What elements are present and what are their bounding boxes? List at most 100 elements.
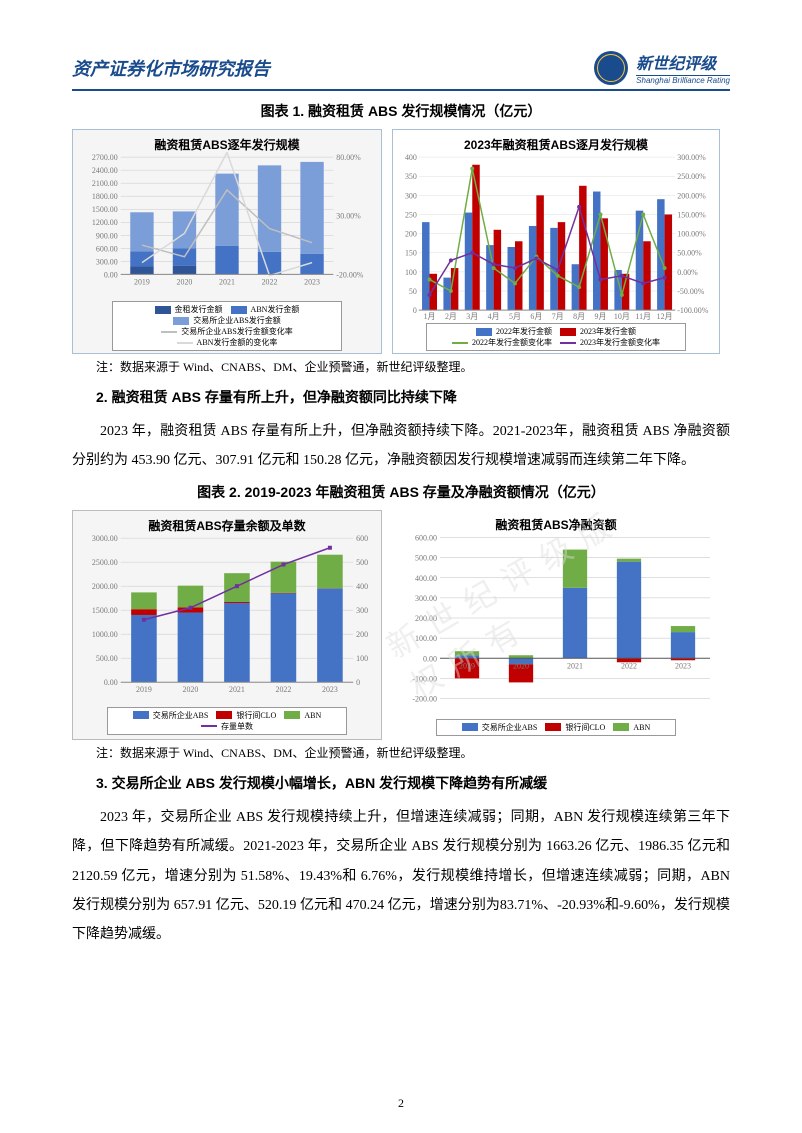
fig2-right-chart: 融资租赁ABS净融资额 -200.00 -100.00 0.00 100.00 200.…: [392, 510, 720, 740]
section2-head: 2. 融资租赁 ABS 存量有所上升，但净融资额同比持续下降: [96, 387, 730, 407]
svg-text:11月: 11月: [635, 312, 651, 321]
svg-text:9月: 9月: [595, 312, 607, 321]
section3-head: 3. 交易所企业 ABS 发行规模小幅增长，ABN 发行规模下降趋势有所减缓: [96, 773, 730, 793]
svg-text:30.00%: 30.00%: [336, 212, 361, 221]
svg-text:500.00: 500.00: [96, 654, 118, 663]
svg-text:2000.00: 2000.00: [92, 582, 118, 591]
svg-text:500.00: 500.00: [415, 553, 437, 562]
svg-text:7月: 7月: [552, 312, 564, 321]
svg-text:600.00: 600.00: [96, 244, 118, 253]
svg-text:0: 0: [356, 678, 360, 687]
fig1-caption: 图表 1. 融资租赁 ABS 发行规模情况（亿元）: [72, 101, 730, 121]
svg-text:400: 400: [356, 582, 368, 591]
svg-text:200.00: 200.00: [415, 614, 437, 623]
svg-text:100.00: 100.00: [415, 634, 437, 643]
svg-text:100.00%: 100.00%: [677, 230, 706, 239]
fig2-right-legend: 交易所企业ABS银行间CLOABN: [436, 719, 676, 736]
svg-text:2022: 2022: [621, 661, 637, 670]
fig1-right-title: 2023年融资租赁ABS逐月发行规模: [393, 130, 719, 153]
fig2-note: 注：数据来源于 Wind、CNABS、DM、企业预警通，新世纪评级整理。: [96, 744, 730, 761]
svg-text:5月: 5月: [509, 312, 521, 321]
fig2-left-chart: 融资租赁ABS存量余额及单数 0.00500.001000.001500.002…: [72, 510, 382, 740]
svg-text:0.00: 0.00: [423, 654, 437, 663]
svg-text:-20.00%: -20.00%: [336, 270, 364, 279]
svg-text:0.00%: 0.00%: [677, 268, 698, 277]
svg-text:3月: 3月: [466, 312, 478, 321]
svg-text:600: 600: [356, 534, 368, 543]
svg-text:50.00%: 50.00%: [677, 249, 702, 258]
svg-text:2700.00: 2700.00: [92, 153, 118, 162]
page-header: 资产证券化市场研究报告 新世纪评级 Shanghai Brilliance Ra…: [72, 50, 730, 91]
svg-text:400: 400: [405, 153, 417, 162]
svg-text:300.00: 300.00: [415, 594, 437, 603]
fig1-left-legend: 金租发行金额ABN发行金额交易所企业ABS发行金额交易所企业ABS发行金额变化率…: [112, 301, 342, 351]
svg-text:200.00%: 200.00%: [677, 191, 706, 200]
fig2-left-title: 融资租赁ABS存量余额及单数: [73, 511, 381, 534]
brand-block: 新世纪评级 Shanghai Brilliance Rating: [594, 50, 730, 85]
fig1-left-title: 融资租赁ABS逐年发行规模: [73, 130, 381, 153]
svg-text:400.00: 400.00: [415, 574, 437, 583]
svg-text:0.00: 0.00: [104, 270, 118, 279]
svg-text:2022: 2022: [262, 277, 278, 286]
svg-text:200: 200: [405, 230, 417, 239]
svg-text:2400.00: 2400.00: [92, 166, 118, 175]
svg-text:1月: 1月: [424, 312, 436, 321]
fig1-right-chart: 2023年融资租赁ABS逐月发行规模 0 50 100 150 200 250 300 350…: [392, 129, 720, 354]
svg-text:-100.00%: -100.00%: [677, 306, 708, 315]
svg-text:200: 200: [356, 630, 368, 639]
svg-text:0: 0: [413, 306, 417, 315]
svg-text:350: 350: [405, 172, 417, 181]
svg-text:300.00%: 300.00%: [677, 153, 706, 162]
section2-p1: 2023 年，融资租赁 ABS 存量有所上升，但净融资额持续下降。2021-20…: [72, 417, 730, 476]
svg-text:2500.00: 2500.00: [92, 558, 118, 567]
brand-cn: 新世纪评级: [636, 50, 730, 76]
svg-text:1500.00: 1500.00: [92, 205, 118, 214]
brand-en: Shanghai Brilliance Rating: [636, 76, 730, 85]
svg-text:250.00%: 250.00%: [677, 172, 706, 181]
svg-text:100: 100: [356, 654, 368, 663]
svg-text:2021: 2021: [567, 661, 583, 670]
svg-text:2021: 2021: [229, 685, 245, 694]
svg-text:2020: 2020: [177, 277, 193, 286]
svg-text:2023: 2023: [304, 277, 320, 286]
svg-text:4月: 4月: [488, 312, 500, 321]
fig2-caption: 图表 2. 2019-2023 年融资租赁 ABS 存量及净融资额情况（亿元）: [72, 482, 730, 502]
svg-text:100: 100: [405, 268, 417, 277]
fig2-left-legend: 交易所企业ABS银行间CLOABN存量单数: [107, 707, 347, 735]
svg-text:2020: 2020: [513, 661, 529, 670]
svg-text:50: 50: [409, 287, 417, 296]
svg-text:2019: 2019: [134, 277, 150, 286]
svg-text:300: 300: [356, 606, 368, 615]
svg-text:1200.00: 1200.00: [92, 218, 118, 227]
svg-text:2020: 2020: [182, 685, 198, 694]
svg-text:300: 300: [405, 191, 417, 200]
svg-text:2019: 2019: [459, 661, 475, 670]
svg-text:10月: 10月: [614, 312, 630, 321]
fig2-right-title: 融资租赁ABS净融资额: [392, 510, 720, 533]
svg-text:6月: 6月: [530, 312, 542, 321]
svg-text:-200.00: -200.00: [412, 694, 437, 703]
svg-text:150.00%: 150.00%: [677, 210, 706, 219]
svg-text:2019: 2019: [136, 685, 152, 694]
fig1-left-chart: 融资租赁ABS逐年发行规模 0.00300.00600.00900.001200…: [72, 129, 382, 354]
svg-text:-100.00: -100.00: [412, 674, 437, 683]
svg-text:-50.00%: -50.00%: [677, 287, 705, 296]
fig1-right-legend: 2022年发行金额2023年发行金额2022年发行金额变化率2023年发行金额变…: [426, 323, 686, 351]
svg-text:1500.00: 1500.00: [92, 606, 118, 615]
header-title: 资产证券化市场研究报告: [72, 55, 270, 81]
svg-text:2023: 2023: [322, 685, 338, 694]
svg-text:150: 150: [405, 249, 417, 258]
section3-p1: 2023 年，交易所企业 ABS 发行规模持续上升，但增速连续减弱；同期，ABN…: [72, 803, 730, 950]
svg-text:2021: 2021: [219, 277, 235, 286]
fig2-row: 融资租赁ABS存量余额及单数 0.00 500.00 100 0.00 1500.00 2…: [72, 510, 730, 740]
fig2-right-svg: -200.00 -100.00 0.00 100.00 200.00 300.00 400.…: [392, 532, 720, 740]
svg-text:2023: 2023: [675, 661, 691, 670]
svg-text:12月: 12月: [657, 312, 673, 321]
svg-text:0.00: 0.00: [104, 678, 118, 687]
svg-text:3000.00: 3000.00: [92, 534, 118, 543]
svg-text:500: 500: [356, 558, 368, 567]
svg-text:2100.00: 2100.00: [92, 179, 118, 188]
svg-text:250: 250: [405, 210, 417, 219]
svg-text:300.00: 300.00: [96, 257, 118, 266]
fig1-row: 融资租赁ABS逐年发行规模 0.00300.00600.00900.001200…: [72, 129, 730, 354]
